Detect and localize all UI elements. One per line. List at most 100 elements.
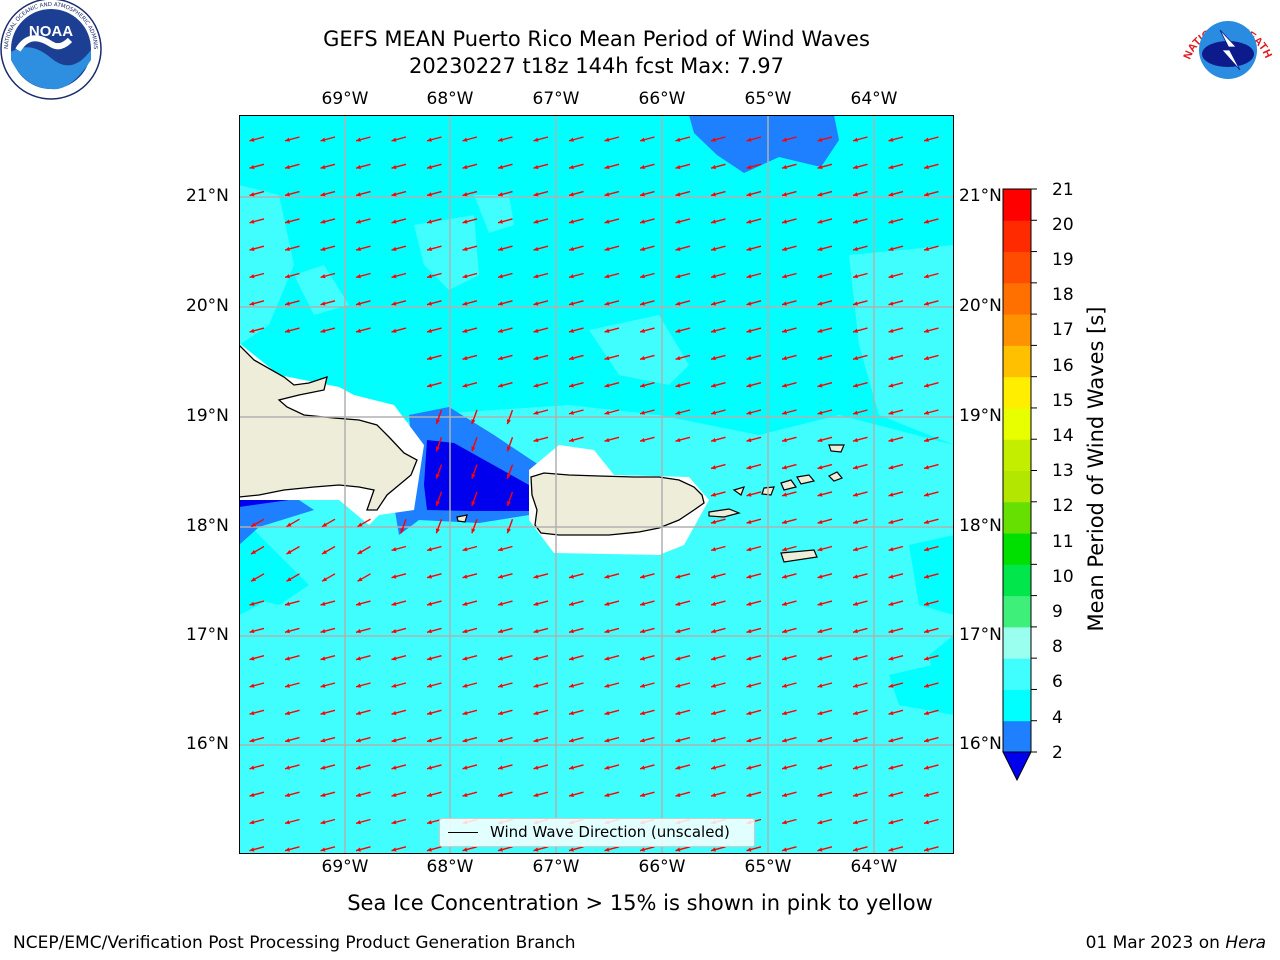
colorbar-segment (1003, 407, 1031, 440)
wave-direction-arrow (639, 354, 655, 361)
wave-direction-arrow (710, 600, 726, 606)
wave-direction-arrow (426, 382, 442, 388)
wave-direction-arrow (923, 354, 939, 361)
wave-direction-arrow (923, 573, 939, 579)
wave-direction-arrow (568, 354, 584, 361)
wave-direction-arrow (675, 736, 691, 743)
wave-direction-arrow (852, 545, 868, 552)
wave-direction-arrow (497, 354, 513, 361)
wave-direction-arrow (320, 218, 336, 224)
wave-direction-arrow (286, 573, 300, 582)
map-title: GEFS MEAN Puerto Rico Mean Period of Win… (323, 27, 870, 51)
wave-direction-arrow (533, 382, 549, 388)
wave-direction-arrow (426, 573, 442, 579)
wave-direction-arrow (639, 327, 655, 333)
wave-direction-arrow (710, 573, 726, 579)
wave-direction-arrow (888, 190, 904, 197)
wave-direction-arrow (675, 709, 691, 716)
colorbar-segment (1003, 501, 1031, 534)
wave-direction-arrow (284, 190, 300, 197)
wave-direction-arrow (639, 736, 655, 743)
wave-direction-arrow (746, 218, 762, 224)
wave-direction-arrow (497, 655, 513, 661)
wave-direction-arrow (497, 136, 513, 142)
wave-direction-arrow (284, 218, 300, 224)
wave-direction-arrow (746, 491, 762, 497)
footer-date-text: 01 Mar 2023 on (1085, 933, 1226, 953)
wave-direction-arrow (852, 846, 868, 852)
wave-direction-arrow (675, 245, 691, 251)
wave-direction-arrow (426, 791, 442, 797)
wave-direction-arrow (675, 300, 691, 306)
wave-direction-arrow (888, 709, 904, 716)
wave-direction-arrow (639, 600, 655, 606)
wave-direction-arrow (781, 682, 797, 688)
wave-direction-arrow (355, 245, 371, 251)
wave-direction-arrow (817, 736, 833, 743)
wave-direction-arrow (426, 545, 442, 552)
colorbar-tick: 13 (1052, 461, 1074, 481)
wave-direction-arrow (533, 300, 549, 306)
wave-direction-arrow (817, 682, 833, 688)
wave-direction-arrow (568, 409, 584, 415)
wave-direction-arrow (817, 163, 833, 170)
wave-direction-arrow (817, 327, 833, 333)
colorbar-tick: 21 (1052, 180, 1074, 200)
wave-direction-arrow (533, 436, 549, 443)
wave-direction-arrow (249, 218, 265, 224)
wave-direction-arrow (675, 627, 691, 634)
wave-direction-arrow (888, 764, 904, 770)
colorbar-tick: 6 (1052, 672, 1063, 692)
wave-direction-arrow (639, 791, 655, 797)
wave-direction-arrow (817, 245, 833, 251)
lat-label-right: 16°N (959, 734, 1002, 754)
wave-direction-arrow (249, 136, 265, 142)
wave-direction-arrow (710, 354, 726, 361)
wave-direction-arrow (923, 764, 939, 770)
wave-direction-arrow (497, 846, 513, 852)
wave-direction-arrow (817, 272, 833, 279)
wave-direction-arrow (284, 736, 300, 743)
wave-direction-arrow (604, 409, 620, 415)
wave-direction-arrow (746, 573, 762, 579)
wave-direction-arrow (497, 218, 513, 224)
wave-direction-arrow (435, 518, 443, 534)
wave-direction-arrow (284, 600, 300, 606)
wave-direction-arrow (710, 846, 726, 852)
wave-direction-arrow (426, 190, 442, 197)
wave-direction-arrow (710, 409, 726, 415)
land-hispaniola (239, 344, 418, 511)
wave-direction-arrow (746, 327, 762, 333)
wave-direction-arrow (497, 190, 513, 197)
wave-direction-arrow (888, 218, 904, 224)
colorbar-segment (1003, 314, 1031, 346)
wave-direction-arrow (923, 163, 939, 170)
colorbar-segment (1003, 251, 1031, 284)
colorbar-tick: 20 (1052, 215, 1074, 235)
wave-direction-arrow (462, 136, 478, 142)
wave-direction-arrow (781, 300, 797, 306)
wave-direction-arrow (391, 791, 407, 797)
colorbar (1002, 188, 1037, 782)
wave-direction-arrow (604, 136, 620, 142)
wave-direction-arrow (746, 190, 762, 197)
wave-direction-arrow (888, 382, 904, 388)
wave-direction-arrow (284, 655, 300, 661)
wave-direction-arrow (781, 409, 797, 415)
wave-direction-arrow (426, 846, 442, 852)
wave-direction-arrow (675, 218, 691, 224)
wave-direction-arrow (355, 272, 371, 279)
wave-direction-arrow (320, 300, 336, 306)
wave-direction-arrow (675, 600, 691, 606)
wave-direction-arrow (533, 245, 549, 251)
lon-label-bottom: 66°W (638, 857, 686, 877)
wave-direction-arrow (462, 272, 478, 279)
wave-direction-arrow (781, 573, 797, 579)
wave-direction-arrow (249, 736, 265, 743)
wave-direction-arrow (675, 791, 691, 797)
wave-direction-arrow (604, 218, 620, 224)
wave-direction-arrow (781, 545, 797, 552)
colorbar-tick: 4 (1052, 708, 1063, 728)
wave-direction-arrow (471, 409, 478, 425)
wave-direction-arrow (781, 600, 797, 606)
